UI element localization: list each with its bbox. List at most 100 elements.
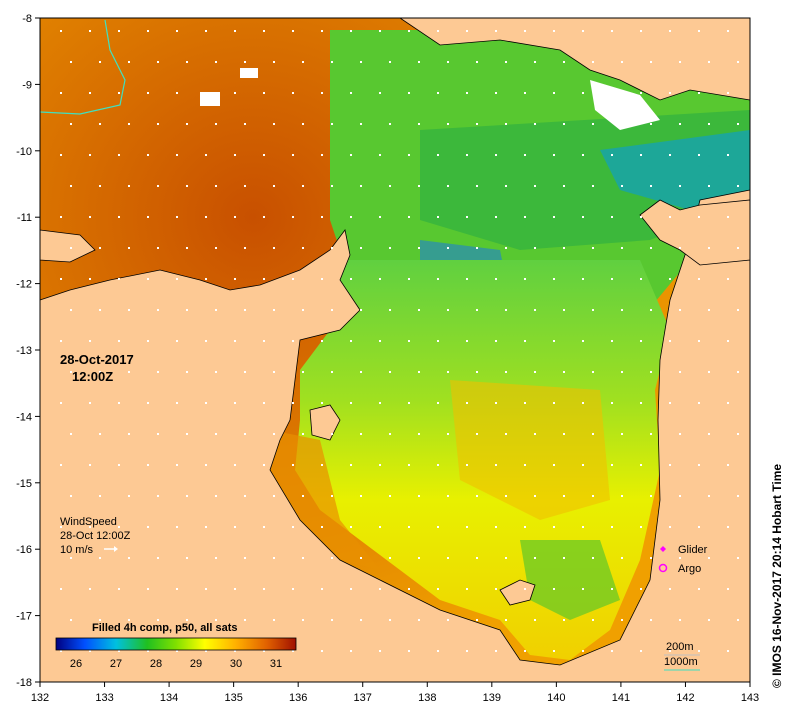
wind-vector bbox=[292, 340, 294, 342]
wind-vector bbox=[669, 92, 671, 94]
wind-vector bbox=[292, 216, 294, 218]
wind-vector bbox=[215, 495, 217, 497]
wind-vector bbox=[60, 650, 62, 652]
wind-vector bbox=[418, 123, 420, 125]
cold-patch bbox=[600, 130, 750, 210]
wind-vector bbox=[302, 495, 304, 497]
wind-vector bbox=[698, 30, 700, 32]
wind-vector bbox=[147, 154, 149, 156]
wind-vector bbox=[273, 61, 275, 63]
wind-vector bbox=[650, 185, 652, 187]
wind-vector bbox=[553, 154, 555, 156]
wind-vector bbox=[408, 402, 410, 404]
wind-vector bbox=[505, 123, 507, 125]
wind-vector bbox=[650, 619, 652, 621]
wind-vector bbox=[563, 123, 565, 125]
wind-vector bbox=[379, 30, 381, 32]
wind-vector bbox=[524, 30, 526, 32]
wind-vector bbox=[621, 309, 623, 311]
wind-vector bbox=[321, 216, 323, 218]
wind-vector bbox=[321, 402, 323, 404]
wind-vector bbox=[650, 123, 652, 125]
wind-vector bbox=[331, 185, 333, 187]
x-tick-label: 132 bbox=[31, 692, 49, 704]
wind-vector bbox=[466, 30, 468, 32]
wind-vector bbox=[234, 588, 236, 590]
wind-vector bbox=[128, 309, 130, 311]
wind-vector bbox=[118, 216, 120, 218]
wind-vector bbox=[669, 526, 671, 528]
colorbar-tick-label: 30 bbox=[230, 658, 242, 670]
wind-vector bbox=[292, 30, 294, 32]
wind-vector bbox=[273, 123, 275, 125]
wind-vector bbox=[592, 61, 594, 63]
wind-vector bbox=[99, 309, 101, 311]
wind-vector bbox=[698, 650, 700, 652]
wind-vector bbox=[70, 371, 72, 373]
wind-vector bbox=[447, 495, 449, 497]
wind-vector bbox=[737, 123, 739, 125]
wind-vector bbox=[205, 650, 207, 652]
wind-vector bbox=[263, 30, 265, 32]
wind-vector bbox=[215, 123, 217, 125]
wind-vector bbox=[186, 61, 188, 63]
wind-vector bbox=[234, 526, 236, 528]
wind-vector bbox=[447, 123, 449, 125]
wind-vector bbox=[321, 526, 323, 528]
wind-vector bbox=[669, 30, 671, 32]
wind-vector bbox=[447, 619, 449, 621]
wind-vector bbox=[273, 495, 275, 497]
wind-vector bbox=[147, 340, 149, 342]
wind-vector bbox=[89, 464, 91, 466]
wind-vector bbox=[186, 433, 188, 435]
wind-vector bbox=[679, 433, 681, 435]
wind-vector bbox=[234, 464, 236, 466]
wind-vector bbox=[476, 309, 478, 311]
x-tick-label: 136 bbox=[289, 692, 307, 704]
wind-vector bbox=[215, 371, 217, 373]
wind-vector bbox=[263, 278, 265, 280]
wind-vector bbox=[331, 433, 333, 435]
wind-vector bbox=[292, 154, 294, 156]
wind-vector bbox=[389, 495, 391, 497]
y-tick-label: -13 bbox=[16, 345, 32, 357]
wind-vector bbox=[476, 495, 478, 497]
wind-vector bbox=[534, 433, 536, 435]
wind-vector bbox=[727, 278, 729, 280]
x-tick-label: 135 bbox=[224, 692, 242, 704]
wind-vector bbox=[244, 371, 246, 373]
wind-vector bbox=[99, 123, 101, 125]
wind-vector bbox=[157, 61, 159, 63]
wind-vector bbox=[592, 371, 594, 373]
wind-vector bbox=[524, 464, 526, 466]
wind-vector bbox=[60, 92, 62, 94]
y-tick-label: -16 bbox=[16, 544, 32, 556]
wind-vector bbox=[418, 495, 420, 497]
wind-vector bbox=[186, 123, 188, 125]
wind-vector bbox=[727, 402, 729, 404]
wind-vector bbox=[292, 402, 294, 404]
wind-vector bbox=[476, 185, 478, 187]
wind-vector bbox=[621, 557, 623, 559]
wind-vector bbox=[466, 588, 468, 590]
wind-vector bbox=[176, 30, 178, 32]
glider-legend: Glider bbox=[660, 544, 708, 556]
wind-vector bbox=[505, 433, 507, 435]
wind-vector bbox=[60, 402, 62, 404]
y-tick-label: -12 bbox=[16, 279, 32, 291]
wind-vector bbox=[60, 588, 62, 590]
wind-vector bbox=[147, 216, 149, 218]
wind-vector bbox=[592, 619, 594, 621]
x-tick-label: 138 bbox=[418, 692, 436, 704]
x-tick-label: 140 bbox=[547, 692, 565, 704]
wind-vector bbox=[476, 433, 478, 435]
wind-vector bbox=[157, 309, 159, 311]
colorbar-tick-label: 27 bbox=[110, 658, 122, 670]
wind-vector bbox=[505, 557, 507, 559]
wind-vector bbox=[621, 185, 623, 187]
wind-vector bbox=[176, 154, 178, 156]
wind-vector bbox=[205, 588, 207, 590]
wind-vector bbox=[321, 464, 323, 466]
wind-vector bbox=[640, 340, 642, 342]
